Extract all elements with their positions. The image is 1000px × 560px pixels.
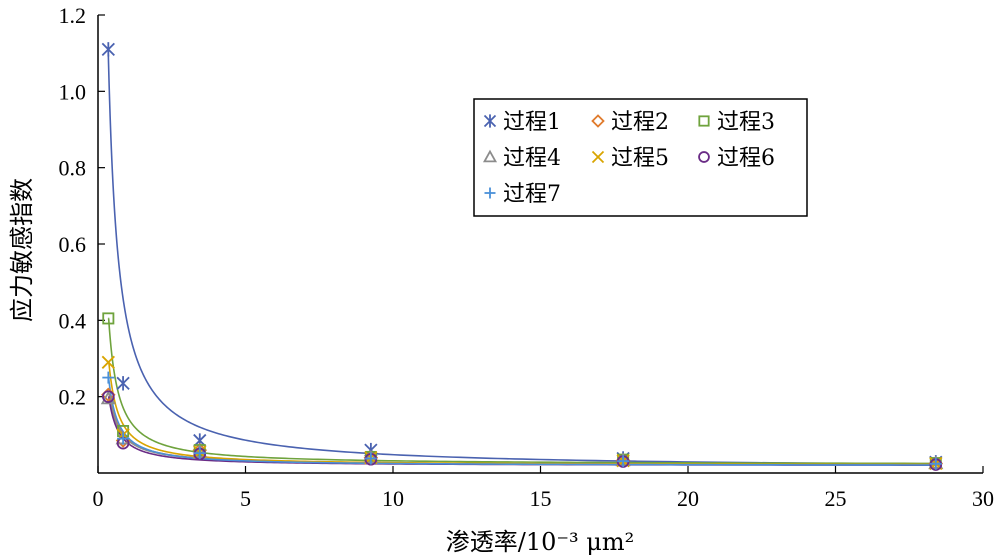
axes	[97, 15, 983, 474]
ticks: 0 5 10 15 20 25 30 0.2 0.4 0.6 0.8 1.0 1.2	[59, 3, 995, 511]
legend-box	[473, 98, 808, 217]
data-points	[100, 42, 944, 471]
data-point-过程7	[102, 371, 115, 384]
x-tick-label: 25	[825, 486, 847, 511]
data-point-过程4	[100, 390, 116, 405]
data-point-过程6	[102, 390, 115, 403]
data-point-过程1	[116, 376, 130, 391]
legend-label: 过程5	[611, 146, 669, 171]
y-axis-title: 应力敏感指数	[8, 178, 36, 322]
legend-marker-过程7	[484, 187, 496, 199]
x-tick-label: 10	[382, 486, 404, 511]
y-tick-label: 1.0	[59, 79, 87, 104]
legend-label: 过程4	[503, 146, 561, 171]
fit-curve-过程5	[107, 361, 936, 466]
legend-marker-过程5	[591, 150, 605, 164]
data-point-过程7	[929, 457, 942, 470]
data-point-过程7	[617, 455, 630, 468]
legend-marker-过程2	[591, 114, 605, 128]
fit-curve-过程1	[107, 54, 936, 465]
data-point-过程7	[117, 432, 130, 445]
data-point-过程7	[193, 447, 206, 460]
legend-marker-过程1	[483, 114, 497, 128]
x-axis-title: 渗透率/10⁻³ μm²	[446, 528, 635, 556]
x-tick-label: 5	[240, 486, 251, 511]
data-point-过程5	[101, 355, 115, 369]
legend-label: 过程1	[503, 110, 561, 135]
x-tick-label: 20	[677, 486, 699, 511]
legend-label: 过程6	[717, 146, 775, 171]
x-tick-label: 15	[530, 486, 552, 511]
fit-curve-过程3	[107, 317, 936, 465]
legend-marker-过程4	[482, 149, 498, 163]
legend: 过程1 过程2 过程3 过程4 过程5 过程6 过程7	[473, 98, 808, 217]
legend-marker-过程3	[698, 115, 710, 127]
legend-marker-过程6	[698, 151, 710, 163]
fit-curve-过程7	[107, 376, 936, 466]
legend-label: 过程2	[611, 110, 669, 135]
fit-curve-过程4	[108, 397, 936, 466]
y-tick-label: 1.2	[59, 3, 87, 28]
y-tick-label: 0.2	[59, 385, 87, 410]
x-tick-label: 30	[972, 486, 994, 511]
y-tick-label: 0.4	[59, 308, 87, 333]
legend-label: 过程3	[717, 110, 775, 135]
y-tick-label: 0.8	[59, 156, 87, 181]
x-tick-label: 0	[93, 486, 104, 511]
legend-label: 过程7	[503, 182, 561, 207]
data-point-过程1	[101, 42, 115, 57]
data-point-过程3	[102, 312, 115, 325]
fit-curve-过程2	[108, 393, 936, 466]
data-point-过程7	[364, 452, 377, 465]
y-tick-label: 0.6	[59, 232, 87, 257]
